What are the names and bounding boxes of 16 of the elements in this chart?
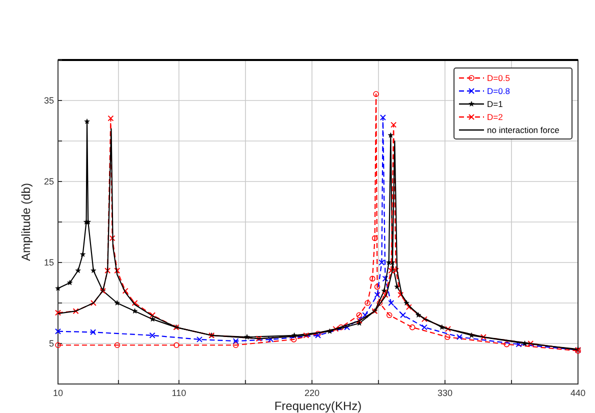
- x-tick-label: 440: [570, 388, 586, 398]
- y-tick-label: 35: [44, 96, 54, 106]
- legend-label: D=1: [487, 99, 504, 109]
- y-tick-label: 5: [48, 338, 54, 348]
- x-tick-label: 110: [172, 388, 186, 398]
- legend-label: D=0.8: [487, 86, 510, 96]
- y-axis-title: Amplitude (db): [19, 182, 33, 262]
- legend-label: no interaction force: [487, 125, 560, 135]
- y-tick-label: 15: [44, 258, 54, 268]
- x-tick-label: 10: [52, 388, 64, 398]
- x-tick-label: 330: [437, 388, 452, 398]
- legend-label: D=0.5: [487, 73, 510, 83]
- legend-label: D=2: [487, 112, 504, 122]
- x-tick-label: 220: [304, 388, 320, 398]
- y-tick-label: 25: [44, 176, 54, 186]
- x-axis-title: Frequency(KHz): [274, 399, 362, 413]
